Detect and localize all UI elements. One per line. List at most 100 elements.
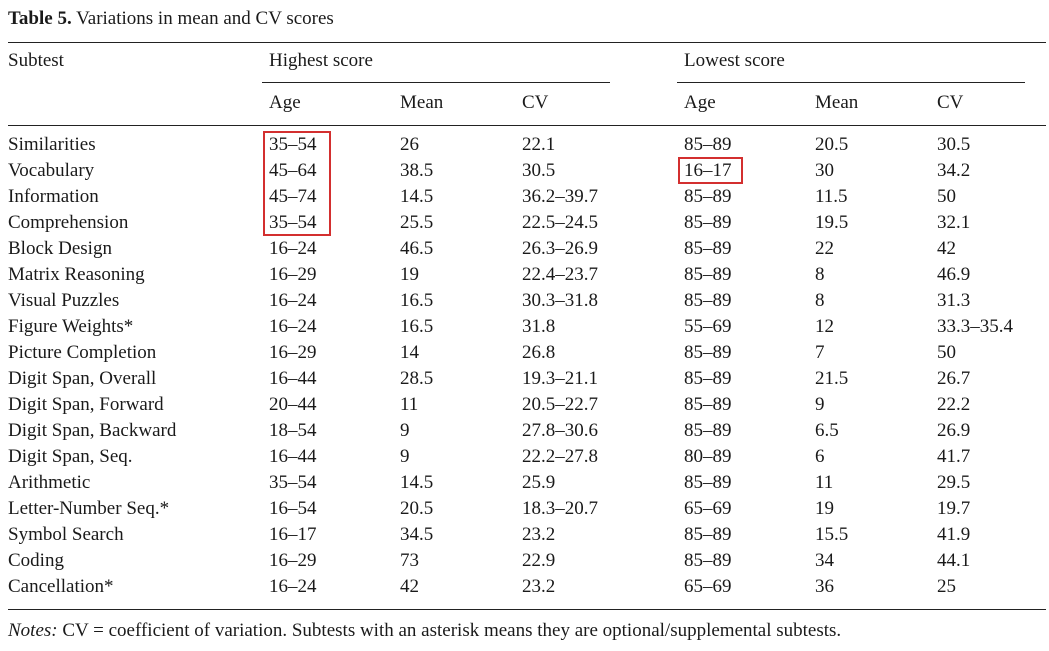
subtest-cell: Visual Puzzles xyxy=(8,290,120,311)
highlight-box-highest-age xyxy=(263,131,331,236)
highest-mean-cell: 28.5 xyxy=(400,368,434,389)
lowest-mean-cell: 12 xyxy=(815,316,834,337)
lowest-cv-cell: 25 xyxy=(937,576,956,597)
lowest-mean-cell: 8 xyxy=(815,290,825,311)
highest-cv-cell: 20.5–22.7 xyxy=(522,394,598,415)
highest-cv-cell: 22.2–27.8 xyxy=(522,446,598,467)
highest-mean-cell: 14.5 xyxy=(400,472,434,493)
highest-age-cell: 16–44 xyxy=(269,368,317,389)
lowest-mean-cell: 6.5 xyxy=(815,420,839,441)
lowest-age-cell: 85–89 xyxy=(684,550,732,571)
highest-age-cell: 16–54 xyxy=(269,498,317,519)
lowest-age-cell: 16–17 xyxy=(684,160,732,181)
header-subtest: Subtest xyxy=(8,50,64,71)
subtest-cell: Cancellation* xyxy=(8,576,114,597)
lowest-cv-cell: 26.9 xyxy=(937,420,971,441)
lowest-age-cell: 85–89 xyxy=(684,368,732,389)
lowest-cv-cell: 33.3–35.4 xyxy=(937,316,1013,337)
highest-cv-cell: 22.1 xyxy=(522,134,556,155)
lowest-cv-cell: 41.7 xyxy=(937,446,971,467)
lowest-cv-cell: 31.3 xyxy=(937,290,971,311)
highest-age-cell: 45–74 xyxy=(269,186,317,207)
highest-age-cell: 16–29 xyxy=(269,264,317,285)
highest-group-rule xyxy=(262,82,610,83)
highest-mean-cell: 20.5 xyxy=(400,498,434,519)
lowest-cv-cell: 50 xyxy=(937,186,956,207)
header-low-cv: CV xyxy=(937,92,964,113)
lowest-mean-cell: 8 xyxy=(815,264,825,285)
lowest-age-cell: 85–89 xyxy=(684,394,732,415)
table-caption: Table 5. Variations in mean and CV score… xyxy=(8,8,334,30)
highest-cv-cell: 26.8 xyxy=(522,342,556,363)
highest-cv-cell: 26.3–26.9 xyxy=(522,238,598,259)
highest-mean-cell: 14 xyxy=(400,342,419,363)
highest-age-cell: 16–17 xyxy=(269,524,317,545)
lowest-cv-cell: 19.7 xyxy=(937,498,971,519)
lowest-age-cell: 65–69 xyxy=(684,576,732,597)
lowest-age-cell: 85–89 xyxy=(684,420,732,441)
highest-cv-cell: 30.3–31.8 xyxy=(522,290,598,311)
lowest-cv-cell: 50 xyxy=(937,342,956,363)
subtest-cell: Figure Weights* xyxy=(8,316,134,337)
highest-age-cell: 16–24 xyxy=(269,576,317,597)
lowest-mean-cell: 19.5 xyxy=(815,212,849,233)
lowest-mean-cell: 15.5 xyxy=(815,524,849,545)
highest-cv-cell: 22.5–24.5 xyxy=(522,212,598,233)
subtest-cell: Block Design xyxy=(8,238,112,259)
highest-mean-cell: 14.5 xyxy=(400,186,434,207)
header-high-age: Age xyxy=(269,92,301,113)
highest-age-cell: 16–29 xyxy=(269,342,317,363)
highlight-box-lowest-age-vocabulary xyxy=(678,157,743,184)
highest-mean-cell: 11 xyxy=(400,394,419,415)
highest-cv-cell: 23.2 xyxy=(522,576,556,597)
lowest-cv-cell: 42 xyxy=(937,238,956,259)
highest-age-cell: 35–54 xyxy=(269,212,317,233)
subtest-cell: Digit Span, Overall xyxy=(8,368,157,389)
lowest-group-rule xyxy=(677,82,1025,83)
header-bottom-rule xyxy=(8,125,1046,126)
notes-label: Notes: xyxy=(8,620,58,641)
header-highest-score: Highest score xyxy=(269,50,373,71)
lowest-mean-cell: 11.5 xyxy=(815,186,848,207)
highest-cv-cell: 19.3–21.1 xyxy=(522,368,598,389)
highest-age-cell: 16–24 xyxy=(269,316,317,337)
lowest-mean-cell: 6 xyxy=(815,446,825,467)
highest-age-cell: 45–64 xyxy=(269,160,317,181)
lowest-mean-cell: 11 xyxy=(815,472,834,493)
lowest-mean-cell: 7 xyxy=(815,342,825,363)
highest-mean-cell: 9 xyxy=(400,420,410,441)
subtest-cell: Digit Span, Forward xyxy=(8,394,164,415)
highest-cv-cell: 18.3–20.7 xyxy=(522,498,598,519)
lowest-mean-cell: 21.5 xyxy=(815,368,849,389)
lowest-mean-cell: 22 xyxy=(815,238,834,259)
lowest-cv-cell: 32.1 xyxy=(937,212,971,233)
lowest-mean-cell: 20.5 xyxy=(815,134,849,155)
subtest-cell: Matrix Reasoning xyxy=(8,264,145,285)
table-title: Variations in mean and CV scores xyxy=(76,8,334,29)
highest-age-cell: 20–44 xyxy=(269,394,317,415)
lowest-age-cell: 85–89 xyxy=(684,212,732,233)
highest-mean-cell: 46.5 xyxy=(400,238,434,259)
highest-mean-cell: 26 xyxy=(400,134,419,155)
highest-age-cell: 16–44 xyxy=(269,446,317,467)
highest-mean-cell: 34.5 xyxy=(400,524,434,545)
top-rule xyxy=(8,42,1046,43)
lowest-cv-cell: 46.9 xyxy=(937,264,971,285)
highest-age-cell: 16–24 xyxy=(269,290,317,311)
highest-age-cell: 16–29 xyxy=(269,550,317,571)
lowest-age-cell: 55–69 xyxy=(684,316,732,337)
highest-mean-cell: 42 xyxy=(400,576,419,597)
lowest-mean-cell: 30 xyxy=(815,160,834,181)
highest-cv-cell: 30.5 xyxy=(522,160,556,181)
lowest-cv-cell: 22.2 xyxy=(937,394,971,415)
highest-cv-cell: 31.8 xyxy=(522,316,556,337)
subtest-cell: Picture Completion xyxy=(8,342,157,363)
lowest-cv-cell: 26.7 xyxy=(937,368,971,389)
highest-mean-cell: 25.5 xyxy=(400,212,434,233)
highest-mean-cell: 73 xyxy=(400,550,419,571)
lowest-age-cell: 85–89 xyxy=(684,134,732,155)
header-high-cv: CV xyxy=(522,92,549,113)
highest-mean-cell: 19 xyxy=(400,264,419,285)
header-low-age: Age xyxy=(684,92,716,113)
subtest-cell: Letter-Number Seq.* xyxy=(8,498,170,519)
